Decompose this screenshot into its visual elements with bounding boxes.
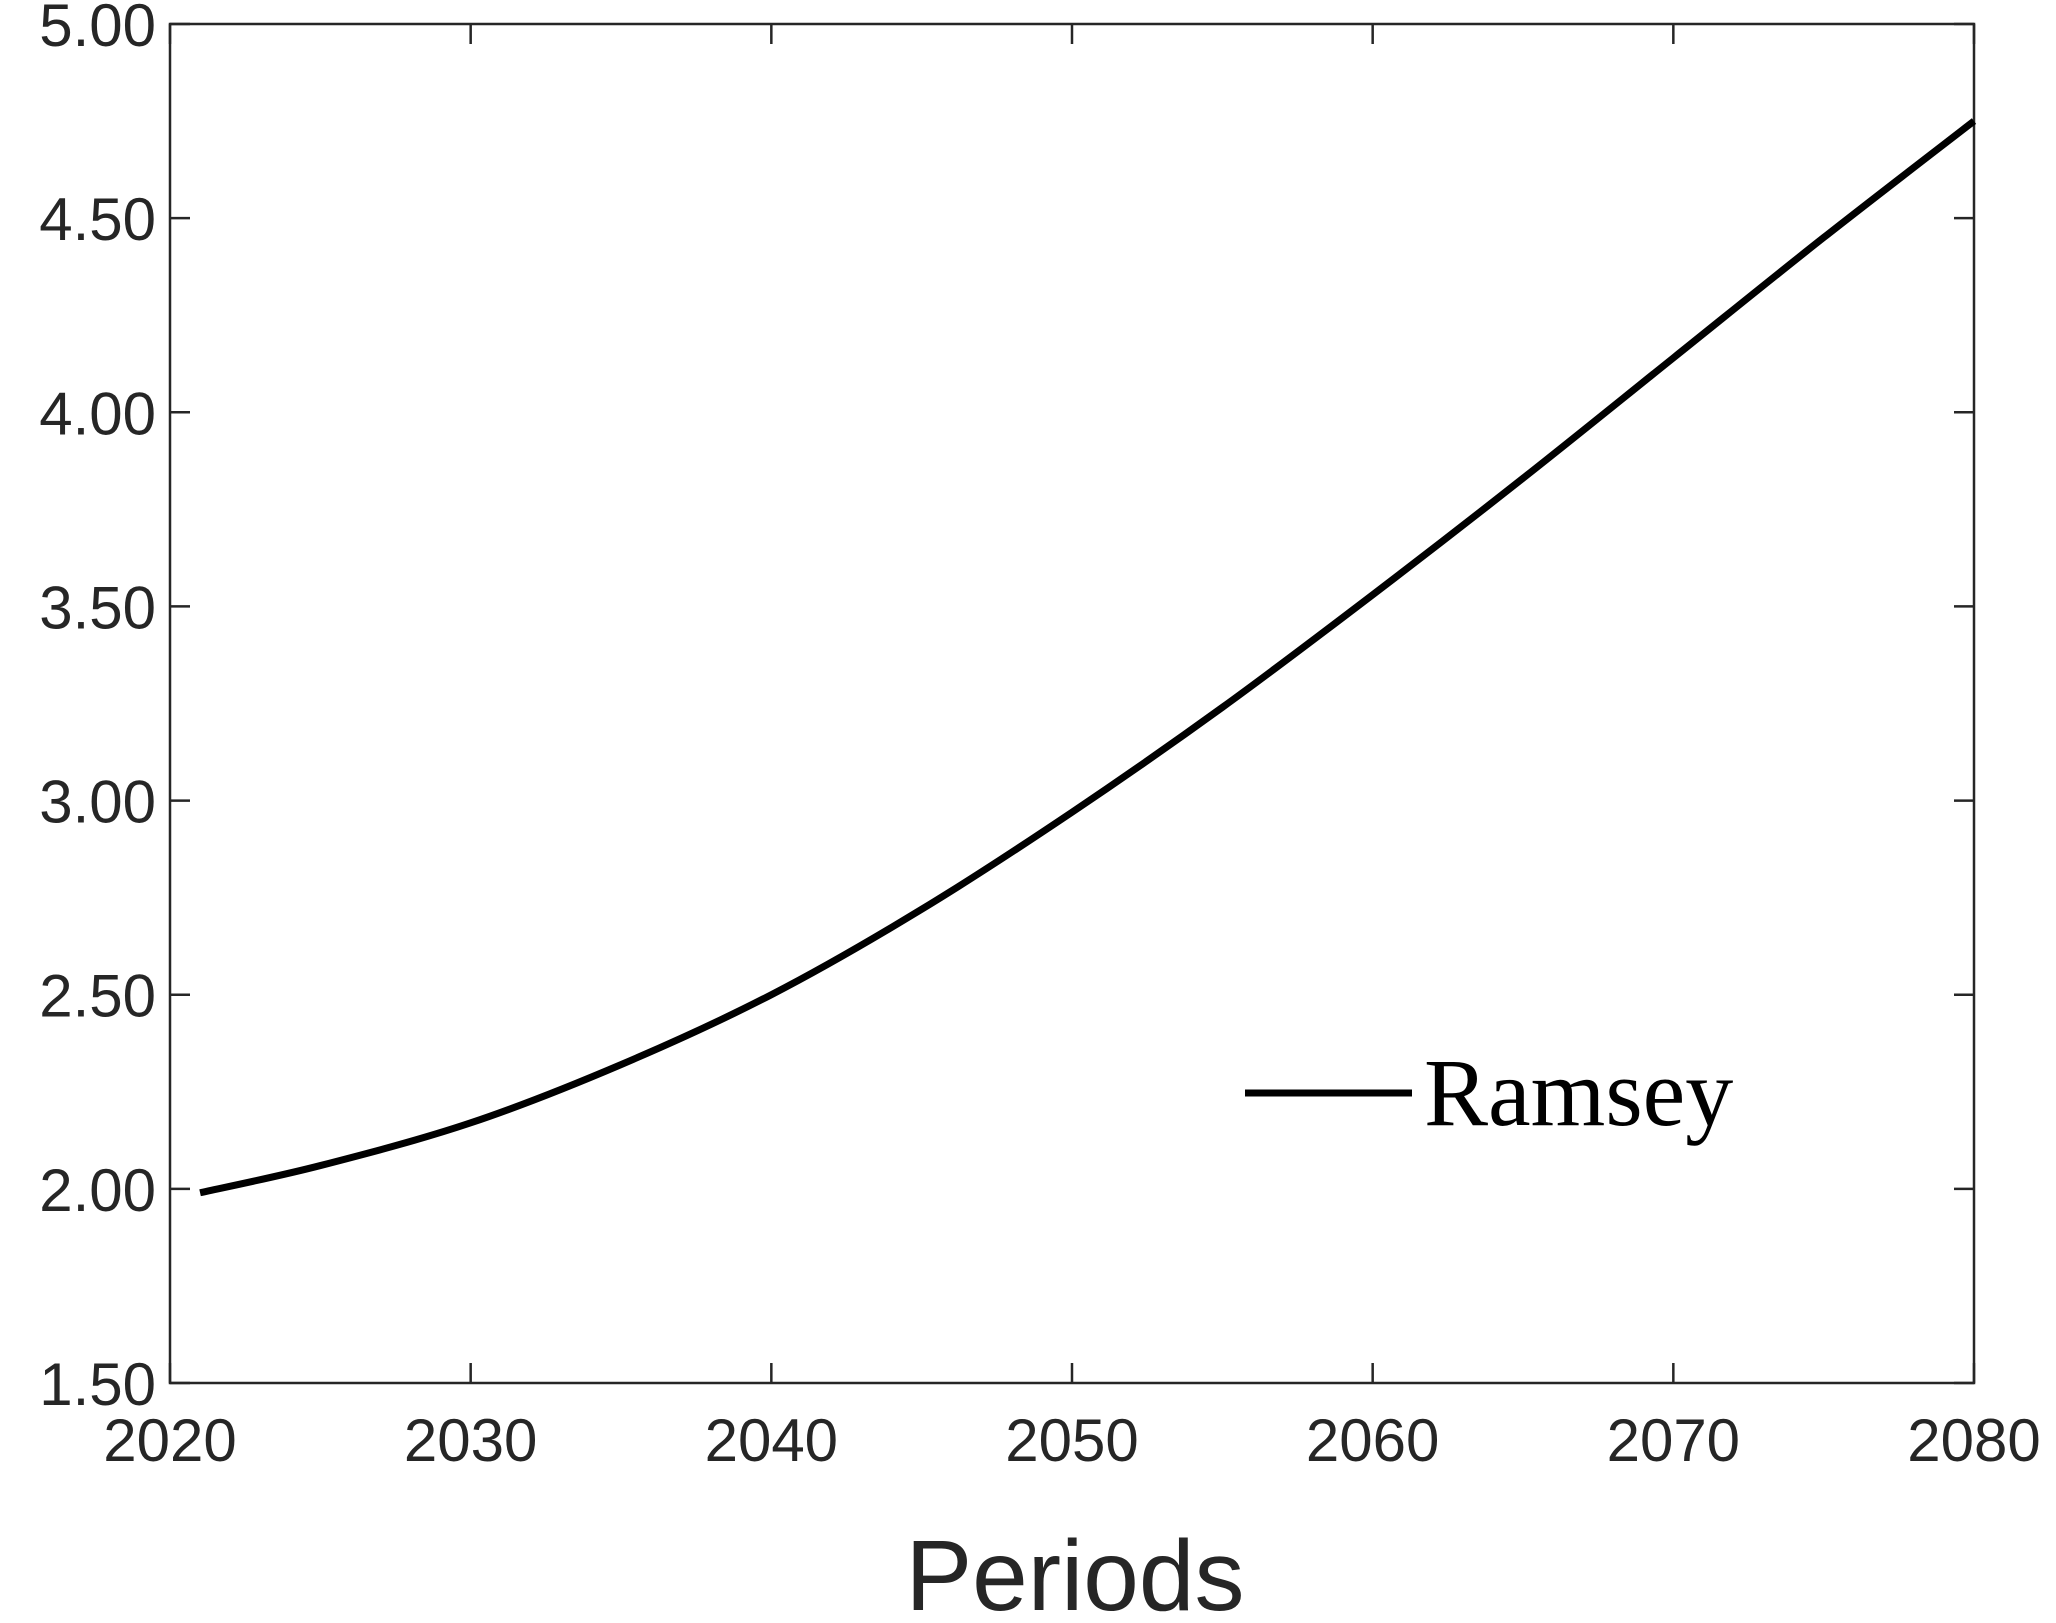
x-axis-title: Periods	[905, 1520, 1244, 1623]
x-tick-label: 2050	[1005, 1407, 1138, 1474]
x-axis: 2020 2030 2040 2050 2060 2070 2080	[103, 24, 2041, 1474]
x-tick-label: 2020	[103, 1407, 236, 1474]
x-tick-label: 2070	[1607, 1407, 1740, 1474]
y-tick-label: 3.00	[39, 769, 156, 836]
y-tick-label: 5.00	[39, 0, 156, 59]
x-tick-label: 2030	[404, 1407, 537, 1474]
x-tick-label: 2040	[705, 1407, 838, 1474]
y-axis: 1.50 2.00 2.50 3.00 3.50 4.00 4.50 5.00	[39, 0, 1974, 1418]
legend-label: Ramsey	[1424, 1039, 1733, 1146]
legend: Ramsey	[1245, 1039, 1733, 1146]
y-tick-label: 2.50	[39, 963, 156, 1030]
plot-area	[168, 22, 1976, 1385]
series-line-ramsey	[199, 118, 1977, 1197]
y-tick-label: 4.00	[39, 380, 156, 447]
y-tick-label: 4.50	[39, 186, 156, 253]
x-tick-label: 2080	[1907, 1407, 2040, 1474]
series-layer	[199, 118, 1977, 1197]
y-tick-label: 3.50	[39, 574, 156, 641]
y-tick-label: 2.00	[39, 1157, 156, 1224]
x-tick-label: 2060	[1306, 1407, 1439, 1474]
y-tick-label: 1.50	[39, 1351, 156, 1418]
